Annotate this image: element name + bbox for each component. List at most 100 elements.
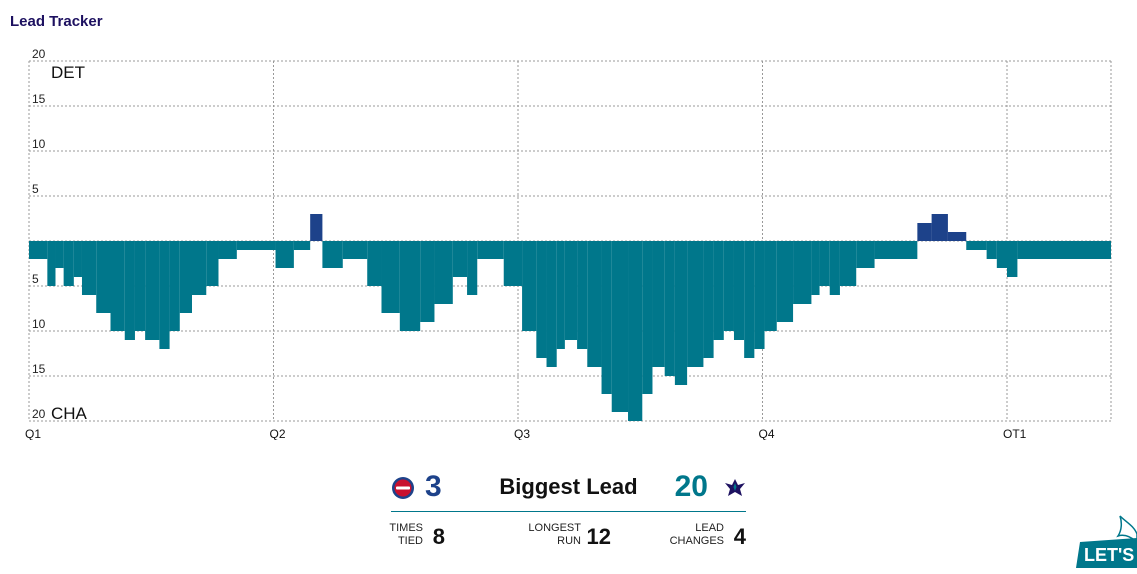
lead-bar-cha [986,241,997,259]
lead-bar-cha [218,241,237,259]
lead-bar-cha [856,241,875,268]
lead-bar-cha [744,241,755,358]
lead-changes-label: LEAD CHANGES [669,522,724,547]
lead-bar-cha [477,241,504,259]
page-title: Lead Tracker [10,13,103,30]
biggest-lead-row: 3 Biggest Lead 20 [391,468,746,510]
lead-bar-det [947,232,967,241]
lets-go-brand-badge[interactable]: LET'S [1076,512,1137,574]
times-tied-value: 8 [432,524,445,549]
lead-bar-cha [996,241,1007,268]
pistons-logo-icon [392,477,414,499]
lead-bar-cha [420,241,435,322]
times-tied-stat: TIMES TIED 8 [389,522,445,552]
lead-bar-cha [564,241,578,340]
biggest-lead-label: Biggest Lead [499,474,638,499]
lead-bar-cha [169,241,180,331]
lead-bar-cha [145,241,160,340]
lead-tracker-chart: 20 15 10 5 5 10 15 20 DET CHA Q1 Q2 Q3 Q4 OT1 [25,47,1112,440]
lead-bar-cha [134,241,146,331]
lead-bar-cha [236,241,276,250]
lead-bar-cha [522,241,537,331]
lead-bar-cha [601,241,612,394]
lead-bar-det [917,223,932,241]
y-tick-label: 10 [32,317,46,331]
lead-bar-cha [611,241,629,412]
y-tick-label: 5 [32,182,39,196]
lead-bar-cha [577,241,588,349]
lead-bar-cha [587,241,602,367]
lead-bar-cha [874,241,918,259]
lead-bar-cha [47,241,56,286]
lead-bar-cha [628,241,643,421]
y-tick-label: 20 [32,407,46,421]
lead-bar-cha [687,241,704,367]
lead-bar-cha [723,241,734,331]
lead-bar-cha [29,241,48,259]
hornets-logo-icon [725,479,745,496]
y-tick-label: 15 [32,362,46,376]
lead-changes-value: 4 [733,524,746,549]
lead-bar-cha [664,241,675,376]
lead-bar-cha [452,241,468,277]
hornets-wing-icon [1116,515,1137,543]
lead-bar-det [931,214,948,241]
lead-bar-det [310,214,323,241]
lead-bar-cha [434,241,453,304]
lead-bar-cha [342,241,368,259]
lead-changes-stat: LEAD CHANGES 4 [646,522,746,552]
lead-bar-cha [467,241,478,295]
lead-bar-cha [159,241,170,349]
lead-bar-cha [546,241,557,367]
team-label-det: DET [51,63,85,82]
lead-bar-cha [81,241,97,295]
longest-run-label: LONGEST RUN [528,522,581,547]
lead-bar-cha [754,241,765,349]
det-biggest-lead: 3 [425,470,442,503]
times-tied-label: TIMES TIED [389,522,423,547]
lead-bar-cha [811,241,820,295]
lead-bar-cha [652,241,665,367]
lead-bar-cha [966,241,987,250]
y-tick-label: 15 [32,92,46,106]
y-tick-label: 10 [32,137,46,151]
x-tick-label: OT1 [1003,427,1027,440]
lead-bar-cha [179,241,192,313]
lead-bar-cha [96,241,111,313]
cha-biggest-lead: 20 [674,470,708,503]
lead-bar-cha [764,241,777,331]
lead-bar-cha [322,241,343,268]
lead-bar-cha [110,241,125,331]
lead-bar-cha [124,241,135,340]
lead-bar-cha [1017,241,1111,259]
lead-bar-cha [839,241,857,286]
lead-bar-cha [536,241,547,358]
y-tick-label: 20 [32,47,46,61]
lead-bar-cha [73,241,82,277]
game-stats-panel: 3 Biggest Lead 20 TIMES TIED 8 LONGEST R… [389,468,746,558]
x-tick-label: Q3 [514,427,530,440]
lead-bar-cha [556,241,565,349]
lead-bar-cha [206,241,219,286]
lead-bar-cha [1007,241,1018,277]
lead-bar-cha [793,241,812,304]
longest-run-stat: LONGEST RUN 12 [511,522,611,552]
x-tick-label: Q4 [759,427,775,440]
lead-bar-cha [713,241,724,340]
lead-bar-cha [367,241,382,286]
brand-text: LET'S [1084,545,1134,565]
lead-bar-cha [819,241,830,286]
lead-bar-cha [776,241,794,322]
lead-bar-cha [733,241,745,340]
lead-bar-cha [829,241,840,295]
lead-bar-cha [63,241,74,286]
lead-bar-cha [192,241,207,295]
lead-bar-cha [642,241,653,394]
lead-bar-cha [703,241,714,358]
x-tick-label: Q2 [270,427,286,440]
lead-bar-cha [503,241,523,286]
stats-divider [391,511,746,512]
lead-bar-cha [275,241,294,268]
lead-bar-cha [381,241,400,313]
team-label-cha: CHA [51,404,88,423]
